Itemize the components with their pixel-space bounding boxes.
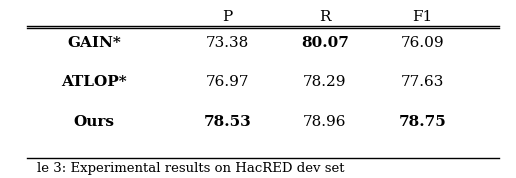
- Text: 78.96: 78.96: [303, 115, 346, 129]
- Text: 78.53: 78.53: [203, 115, 251, 129]
- Text: le 3: Experimental results on HacRED dev set: le 3: Experimental results on HacRED dev…: [37, 162, 345, 175]
- Text: P: P: [222, 10, 232, 24]
- Text: 77.63: 77.63: [400, 75, 444, 88]
- Text: ATLOP*: ATLOP*: [61, 75, 126, 88]
- Text: GAIN*: GAIN*: [67, 36, 121, 50]
- Text: 76.97: 76.97: [205, 75, 249, 88]
- Text: 78.29: 78.29: [303, 75, 346, 88]
- Text: 76.09: 76.09: [400, 36, 444, 50]
- Text: R: R: [319, 10, 330, 24]
- Text: 80.07: 80.07: [301, 36, 349, 50]
- Text: 73.38: 73.38: [205, 36, 249, 50]
- Text: 78.75: 78.75: [398, 115, 446, 129]
- Text: Ours: Ours: [73, 115, 114, 129]
- Text: F1: F1: [412, 10, 432, 24]
